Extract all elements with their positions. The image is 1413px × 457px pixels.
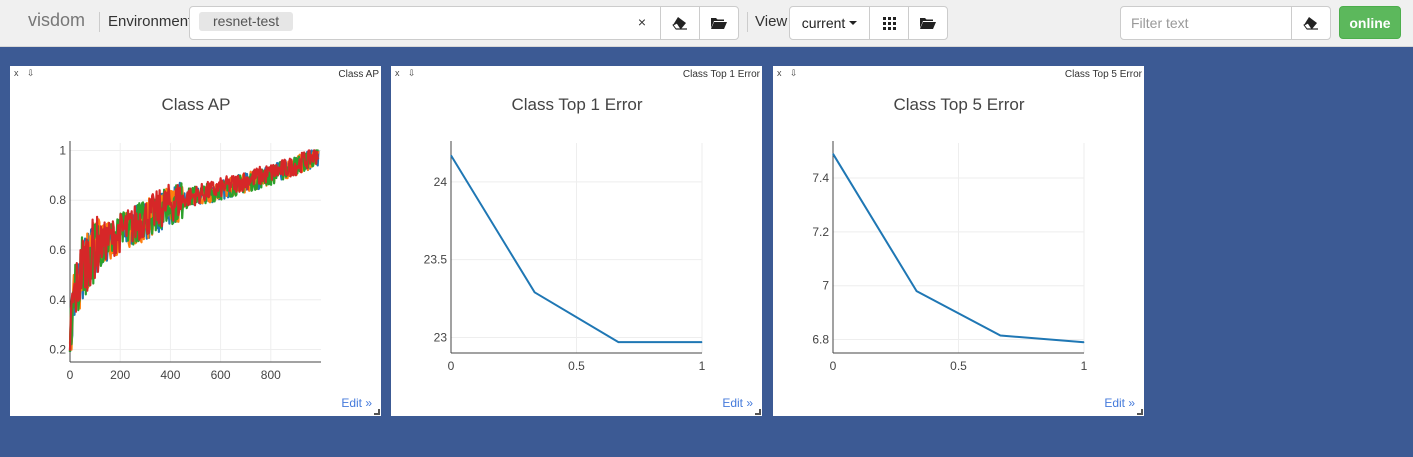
data-point[interactable] [999,335,1001,336]
top-navbar: visdom Environment resnet-test × View cu… [0,0,1413,47]
clear-environment-icon[interactable]: × [637,14,646,30]
chevron-down-icon [849,21,858,25]
environment-selector[interactable]: resnet-test × [189,6,661,40]
close-pane-icon[interactable]: x [777,68,782,78]
edit-link[interactable]: Edit » [1104,396,1135,410]
connection-status-button[interactable]: online [1339,6,1401,39]
y-tick-label: 0.6 [49,243,66,257]
environment-tag[interactable]: resnet-test [199,12,294,31]
y-tick-label: 23 [434,330,448,344]
pane-class-top5-error[interactable]: x ⇩ Class Top 5 Error Class Top 5 Error 0… [773,66,1144,416]
x-tick-label: 0 [67,368,74,382]
x-tick-label: 0.5 [568,359,585,373]
x-tick-label: 600 [211,368,231,382]
series-line-4[interactable] [68,149,320,351]
pane-title: Class Top 5 Error [1064,69,1142,80]
x-tick-label: 0.5 [950,359,967,373]
data-point[interactable] [450,154,452,156]
download-icon[interactable]: ⇩ [408,68,416,78]
eraser-icon [672,17,687,30]
y-tick-label: 7 [822,279,829,293]
folder-open-icon [920,18,936,29]
view-label: View [755,13,788,30]
eraser-icon [1303,17,1318,30]
grid-icon [882,16,896,30]
pane-title: Class AP [338,69,379,80]
y-tick-label: 23.5 [424,253,448,267]
y-tick-label: 24 [434,175,448,189]
close-pane-icon[interactable]: x [14,68,19,78]
brand-logo: visdom [28,10,86,30]
y-tick-label: 6.8 [812,333,829,347]
y-tick-label: 0.8 [49,193,66,207]
view-dropdown[interactable]: current [789,6,870,40]
x-tick-label: 200 [110,368,130,382]
resize-handle[interactable] [374,409,380,415]
clear-environment-button[interactable] [660,6,700,40]
pane-title: Class Top 1 Error [682,69,760,80]
divider [747,12,748,32]
divider [99,12,100,32]
resize-handle[interactable] [1137,409,1143,415]
pane-class-top1-error[interactable]: x ⇩ Class Top 1 Error Class Top 1 Error 0… [391,66,762,416]
x-tick-label: 1 [1081,359,1088,373]
class-top1-error-chart[interactable]: Class Top 1 Error 0 0.5 1 23 23.5 24 [391,66,762,416]
view-dropdown-value: current [801,15,846,31]
open-view-button[interactable] [908,6,948,40]
download-icon[interactable]: ⇩ [27,68,35,78]
open-environment-button[interactable] [699,6,739,40]
data-point[interactable] [701,341,703,343]
close-pane-icon[interactable]: x [395,68,400,78]
chart-title: Class AP [162,95,231,114]
y-tick-label: 0.2 [49,343,66,357]
y-tick-label: 1 [59,143,66,157]
chart-title: Class Top 5 Error [893,95,1024,114]
environment-label: Environment [108,13,193,30]
y-tick-label: 7.2 [812,225,829,239]
y-tick-label: 7.4 [812,171,829,185]
data-point[interactable] [1083,341,1085,343]
x-tick-label: 1 [699,359,706,373]
class-ap-chart[interactable]: Class AP 0 200 400 600 800 0.2 0.4 0.6 0.8 1 [10,66,381,416]
x-tick-label: 0 [830,359,837,373]
x-tick-label: 0 [448,359,455,373]
data-point[interactable] [916,290,918,292]
pane-class-ap[interactable]: x ⇩ Class AP Class AP 0 200 400 600 800 0.2 0.4… [10,66,381,416]
resize-handle[interactable] [755,409,761,415]
data-point[interactable] [832,153,834,155]
series-line[interactable] [450,154,702,344]
edit-link[interactable]: Edit » [722,396,753,410]
data-point[interactable] [534,291,536,293]
data-point[interactable] [617,341,619,343]
x-tick-label: 400 [160,368,180,382]
chart-title: Class Top 1 Error [511,95,642,114]
x-tick-label: 800 [261,368,281,382]
series-line[interactable] [832,153,1085,344]
download-icon[interactable]: ⇩ [790,68,798,78]
folder-open-icon [711,18,727,29]
class-top5-error-chart[interactable]: Class Top 5 Error 0 0.5 1 6.8 7 7.2 7.4 [773,66,1144,416]
edit-link[interactable]: Edit » [341,396,372,410]
filter-text-input[interactable] [1120,6,1292,40]
y-tick-label: 0.4 [49,293,66,307]
clear-filter-button[interactable] [1291,6,1331,40]
repack-grid-button[interactable] [869,6,909,40]
